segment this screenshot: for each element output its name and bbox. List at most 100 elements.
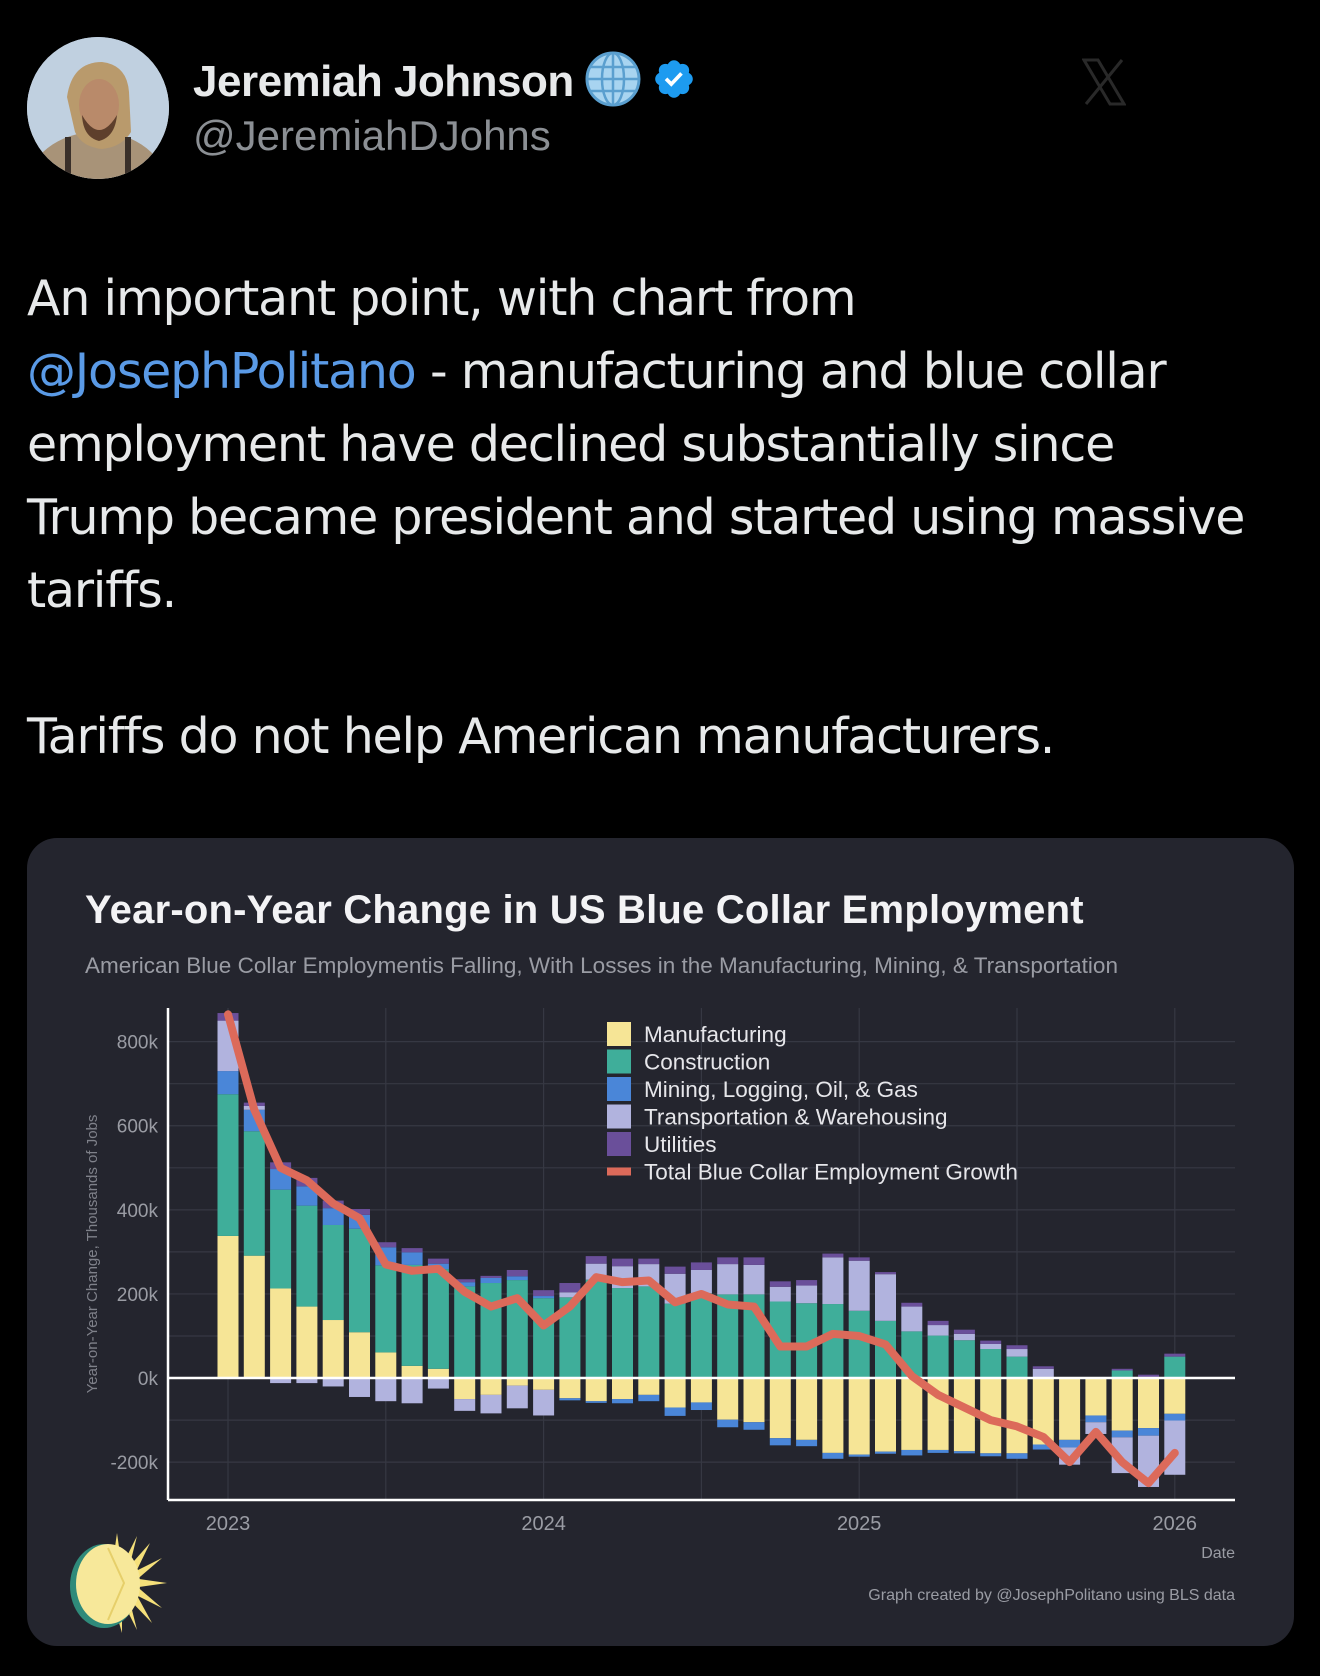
- bar-segment: [769, 1438, 791, 1446]
- bar-segment: [822, 1253, 844, 1258]
- bar-segment: [296, 1306, 318, 1379]
- bar-segment: [1111, 1430, 1133, 1438]
- bar-segment: [375, 1352, 397, 1379]
- bar-segment: [927, 1449, 949, 1453]
- bar-segment: [1006, 1356, 1028, 1379]
- bar-segment: [427, 1258, 449, 1264]
- bar-segment: [480, 1283, 502, 1379]
- bar-segment: [349, 1209, 370, 1215]
- bar-segment: [1006, 1378, 1028, 1454]
- bar-segment: [296, 1186, 318, 1206]
- y-tick-label: 200k: [117, 1285, 159, 1306]
- verified-badge-icon[interactable]: [652, 57, 696, 106]
- bar-segment: [270, 1189, 292, 1289]
- bar-segment: [559, 1292, 581, 1298]
- bar-segment: [1085, 1415, 1107, 1423]
- bar-segment: [559, 1283, 581, 1293]
- bar-segment: [1059, 1439, 1081, 1448]
- bar-segment: [349, 1228, 370, 1333]
- bar-segment: [612, 1258, 633, 1267]
- bar-segment: [769, 1286, 791, 1302]
- bar-segment: [822, 1304, 844, 1379]
- bar-segment: [322, 1224, 344, 1321]
- x-tick-label: 2026: [1153, 1513, 1198, 1535]
- bar-segment: [664, 1378, 686, 1408]
- bar-segment: [769, 1378, 791, 1439]
- tweet-line: Trump became president and started using…: [27, 489, 1245, 546]
- bar-segment: [717, 1264, 739, 1295]
- bar-segment: [585, 1401, 607, 1403]
- bar-segment: [427, 1368, 449, 1379]
- bar-segment: [796, 1378, 818, 1440]
- bar-segment: [480, 1378, 502, 1395]
- tweet-line: Tariffs do not help American manufacture…: [27, 708, 1055, 765]
- bar-segment: [796, 1439, 818, 1447]
- bar-segment: [953, 1333, 975, 1341]
- bar-segment: [559, 1297, 581, 1379]
- author-name-row: Jeremiah Johnson: [193, 50, 696, 113]
- bar-segment: [796, 1303, 818, 1379]
- x-logo-icon: [1081, 58, 1127, 106]
- bar-segment: [480, 1394, 502, 1414]
- bar-segment: [980, 1349, 1002, 1379]
- bar-segment: [454, 1279, 476, 1283]
- bar-segment: [664, 1407, 686, 1416]
- bar-segment: [1006, 1453, 1028, 1459]
- legend-label: Utilities: [644, 1132, 717, 1157]
- bar-segment: [533, 1298, 555, 1379]
- bar-segment: [559, 1378, 581, 1399]
- bar-segment: [454, 1286, 476, 1379]
- bar-segment: [927, 1335, 949, 1379]
- bar-segment: [638, 1378, 660, 1395]
- bar-segment: [401, 1248, 423, 1253]
- bar-segment: [717, 1419, 739, 1428]
- display-name[interactable]: Jeremiah Johnson: [193, 56, 574, 106]
- bar-segment: [349, 1378, 370, 1397]
- source-note: Graph created by @JosephPolitano using B…: [868, 1587, 1235, 1604]
- bar-segment: [427, 1269, 449, 1369]
- bar-segment: [690, 1378, 712, 1403]
- bar-segment: [375, 1265, 397, 1353]
- bar-segment: [980, 1453, 1002, 1457]
- y-tick-label: 400k: [117, 1201, 159, 1222]
- bar-segment: [506, 1276, 528, 1281]
- bar-segment: [1032, 1368, 1054, 1379]
- bar-segment: [796, 1285, 818, 1304]
- bar-segment: [375, 1242, 397, 1248]
- tweet-body: An important point, with chart from @Jos…: [27, 262, 1297, 773]
- x-axis-title: Date: [1201, 1545, 1235, 1562]
- bar-segment: [953, 1451, 975, 1454]
- bar-segment: [690, 1262, 712, 1270]
- bar-segment: [953, 1378, 975, 1452]
- bar-segment: [612, 1378, 633, 1400]
- bar-segment: [927, 1325, 949, 1336]
- bar-segment: [322, 1320, 344, 1379]
- bar-segment: [559, 1398, 581, 1401]
- sun-logo-icon: [62, 1528, 172, 1638]
- tweet-line: employment have declined substantially s…: [27, 416, 1115, 473]
- bar-segment: [533, 1389, 555, 1416]
- bar-segment: [927, 1320, 949, 1326]
- bar-segment: [1164, 1356, 1186, 1379]
- x-tick-label: 2025: [837, 1513, 882, 1535]
- legend-swatch-line: [607, 1167, 631, 1176]
- bar-segment: [901, 1378, 923, 1450]
- bar-segment: [875, 1378, 896, 1452]
- chart-image[interactable]: Year-on-Year Change in US Blue Collar Em…: [27, 838, 1294, 1646]
- legend-swatch: [607, 1022, 631, 1046]
- bar-segment: [901, 1302, 923, 1307]
- bar-segment: [743, 1264, 765, 1295]
- bar-segment: [1032, 1444, 1054, 1450]
- bar-segment: [270, 1288, 292, 1379]
- mention-link[interactable]: @JosephPolitano: [27, 343, 417, 400]
- bar-segment: [1138, 1428, 1159, 1436]
- avatar[interactable]: [27, 37, 169, 179]
- tweet-line: tariffs.: [27, 562, 177, 619]
- bar-segment: [585, 1378, 607, 1402]
- bar-segment: [796, 1280, 818, 1286]
- bar-segment: [480, 1277, 502, 1284]
- bar-segment: [822, 1378, 844, 1453]
- bar-segment: [533, 1296, 555, 1299]
- legend-label: Transportation & Warehousing: [644, 1105, 948, 1130]
- user-handle[interactable]: @JeremiahDJohns: [193, 112, 551, 159]
